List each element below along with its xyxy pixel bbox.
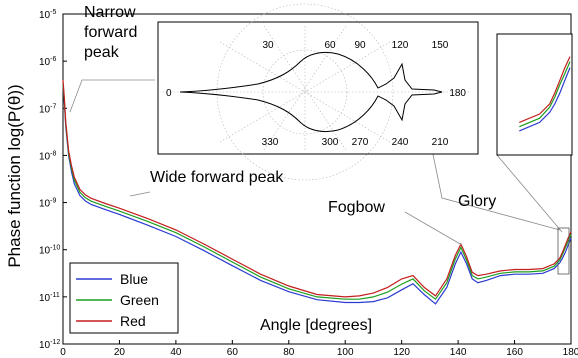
annotation-narrow-peak: Narrow forward peak	[84, 4, 142, 61]
zoom-series-line-green	[519, 61, 571, 128]
x-tick-label: 20	[114, 347, 126, 358]
zoom-series-layer	[519, 56, 571, 132]
x-tick-label: 160	[506, 347, 523, 358]
polar-angle-label: 180	[449, 88, 466, 99]
x-tick-label: 100	[337, 347, 354, 358]
legend: Blue Green Red	[69, 262, 179, 334]
x-tick-label: 40	[170, 347, 182, 358]
series-line-red	[62, 79, 572, 298]
y-tick-label: 10-5	[39, 9, 56, 21]
y-tick-exponent: -11	[50, 292, 60, 299]
polar-inset: 0 30 60 90 120 150 180 210 240 270 300 330	[157, 3, 479, 181]
polar-angle-labels: 0 30 60 90 120 150 180 210 240 270 300 330	[166, 40, 466, 148]
polar-angle-label: 330	[262, 137, 279, 148]
series-layer	[62, 79, 572, 305]
y-tick-exponent: -5	[50, 9, 56, 16]
y-tick-base: 10	[39, 151, 51, 162]
polar-angle-label: 60	[324, 40, 336, 51]
narrow-peak-leader	[69, 79, 155, 113]
x-tick-label: 120	[393, 347, 410, 358]
x-tick-label: 140	[450, 347, 467, 358]
y-tick-label: 10-12	[39, 339, 60, 351]
legend-label-red: Red	[120, 313, 146, 329]
polar-angle-label: 90	[354, 40, 366, 51]
zoom-inset	[496, 33, 573, 275]
legend-label-blue: Blue	[120, 271, 148, 287]
annotation-leaders	[69, 79, 563, 246]
y-tick-base: 10	[39, 246, 51, 257]
polar-angle-label: 270	[352, 137, 369, 148]
y-tick-exponent: -7	[50, 103, 56, 110]
y-tick-label: 10-8	[39, 150, 56, 162]
zoom-series-line-red	[519, 56, 571, 123]
y-tick-base: 10	[39, 199, 51, 210]
y-tick-exponent: -8	[50, 150, 56, 157]
annotation-narrow-line-2: forward	[84, 24, 137, 41]
zoom-leader	[496, 154, 563, 233]
zoom-inset-frame	[496, 33, 573, 156]
annotation-fogbow: Fogbow	[328, 199, 385, 216]
y-axis-label: Phase function log(P(θ))	[5, 84, 24, 267]
legend-items: Blue Green Red	[76, 271, 159, 329]
polar-angle-label: 30	[262, 40, 274, 51]
x-axis: 0 20 40 60 80 100 120 140 160 180	[60, 340, 578, 358]
zoom-region-box	[557, 227, 570, 275]
annotation-narrow-line-1: Narrow	[84, 4, 136, 21]
plot-frame	[62, 13, 572, 345]
y-tick-exponent: -9	[50, 198, 56, 205]
y-tick-label: 10-7	[39, 103, 56, 115]
legend-label-green: Green	[120, 292, 159, 308]
polar-angle-label: 240	[392, 137, 409, 148]
x-tick-label: 180	[563, 347, 578, 358]
polar-inset-frame	[157, 21, 479, 155]
fogbow-leader	[404, 211, 463, 246]
series-line-green	[62, 82, 572, 301]
x-tick-label: 60	[227, 347, 239, 358]
y-tick-base: 10	[39, 293, 51, 304]
y-tick-base: 10	[39, 57, 51, 68]
y-tick-base: 10	[39, 340, 51, 351]
wide-peak-leader	[129, 191, 151, 197]
series-line-blue	[62, 84, 572, 305]
polar-shape	[179, 51, 443, 133]
y-tick-base: 10	[39, 10, 51, 21]
annotation-glory: Glory	[458, 193, 496, 210]
annotation-narrow-line-3: peak	[84, 44, 120, 61]
y-tick-exponent: -6	[50, 56, 56, 63]
zoom-series-line-blue	[519, 67, 571, 132]
y-tick-exponent: -10	[50, 245, 60, 252]
y-tick-label: 10-6	[39, 56, 56, 68]
y-tick-base: 10	[39, 104, 51, 115]
polar-angle-label: 300	[322, 137, 339, 148]
y-tick-exponent: -12	[50, 339, 60, 346]
y-tick-label: 10-10	[39, 245, 60, 257]
x-axis-label: Angle [degrees]	[260, 317, 372, 334]
y-tick-label: 10-9	[39, 198, 56, 210]
glory-leader	[429, 139, 561, 231]
x-tick-label: 80	[283, 347, 295, 358]
polar-grid	[163, 3, 470, 181]
polar-angle-label: 150	[432, 40, 449, 51]
polar-angle-label: 120	[392, 40, 409, 51]
y-tick-label: 10-11	[39, 292, 60, 304]
polar-angle-label: 210	[432, 137, 449, 148]
polar-angle-label: 0	[166, 88, 172, 99]
annotation-wide-peak: Wide forward peak	[150, 169, 284, 186]
x-tick-label: 0	[60, 347, 66, 358]
